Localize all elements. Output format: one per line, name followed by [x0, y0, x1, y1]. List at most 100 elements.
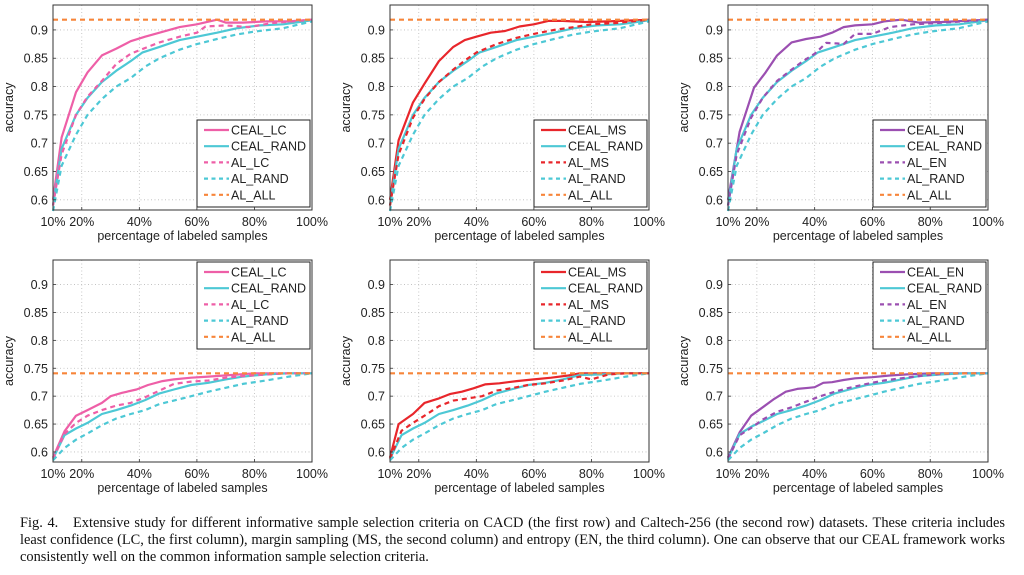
- y-tick-label: 0.7: [706, 390, 723, 404]
- y-tick-label: 0.65: [361, 418, 385, 432]
- legend-label: AL_RAND: [231, 314, 289, 328]
- y-tick-label: 0.65: [24, 418, 48, 432]
- legend-label: AL_ALL: [907, 330, 952, 344]
- legend: CEAL_LC CEAL_RAND AL_LC AL_RAND AL_ALL: [196, 119, 311, 208]
- x-tick-label: 10%: [40, 467, 65, 481]
- legend-label: AL_RAND: [907, 314, 965, 328]
- series-line-al-en: [727, 372, 988, 460]
- x-axis-label: percentage of labeled samples: [434, 229, 604, 243]
- legend-label: AL_ALL: [568, 330, 613, 344]
- y-tick-label: 0.85: [24, 52, 48, 66]
- x-axis-label: percentage of labeled samples: [773, 229, 943, 243]
- legend-box: [533, 261, 648, 350]
- y-tick-label: 0.65: [699, 165, 723, 179]
- y-tick-label: 0.6: [368, 445, 385, 459]
- figure-caption: Fig. 4. Extensive study for different in…: [20, 515, 1005, 566]
- x-axis-label: percentage of labeled samples: [773, 481, 943, 495]
- legend-box: [872, 261, 987, 350]
- y-tick-label: 0.9: [368, 23, 385, 37]
- legend-label: AL_MS: [568, 156, 609, 170]
- legend-label: AL_RAND: [568, 172, 626, 186]
- x-tick-label: 20%: [744, 215, 769, 229]
- y-tick-label: 0.9: [31, 23, 48, 37]
- y-tick-label: 0.85: [699, 52, 723, 66]
- legend-label: AL_ALL: [231, 188, 276, 202]
- y-tick-label: 0.85: [361, 306, 385, 320]
- legend-label: CEAL_RAND: [907, 282, 982, 296]
- legend-label: AL_LC: [231, 298, 269, 312]
- legend-label: AL_ALL: [231, 330, 276, 344]
- legend: CEAL_EN CEAL_RAND AL_EN AL_RAND AL_ALL: [872, 119, 987, 208]
- series-line-al-rand: [389, 372, 650, 462]
- x-tick-label: 100%: [633, 215, 665, 229]
- legend-label: CEAL_RAND: [231, 282, 306, 296]
- x-tick-label: 20%: [406, 215, 431, 229]
- x-tick-label: 40%: [802, 467, 827, 481]
- x-tick-label: 40%: [464, 215, 489, 229]
- figure-caption-text: Extensive study for different informativ…: [20, 515, 1005, 565]
- y-tick-label: 0.8: [31, 334, 48, 348]
- x-tick-label: 60%: [521, 215, 546, 229]
- series-line-al-ms: [388, 372, 649, 460]
- x-tick-label: 20%: [406, 467, 431, 481]
- y-tick-label: 0.65: [699, 418, 723, 432]
- y-tick-label: 0.65: [361, 165, 385, 179]
- x-axis-label: percentage of labeled samples: [434, 481, 604, 495]
- x-tick-label: 60%: [860, 215, 885, 229]
- x-axis-label: percentage of labeled samples: [97, 229, 267, 243]
- y-tick-label: 0.7: [368, 137, 385, 151]
- series-line-ceal-en: [726, 18, 989, 200]
- y-tick-label: 0.9: [706, 23, 723, 37]
- x-tick-label: 80%: [579, 215, 604, 229]
- legend-label: AL_RAND: [231, 172, 289, 186]
- series-line-al-rand: [727, 372, 989, 462]
- legend-box: [533, 119, 648, 208]
- legend-label: AL_LC: [231, 156, 269, 170]
- legend: CEAL_MS CEAL_RAND AL_MS AL_RAND AL_ALL: [533, 119, 648, 208]
- x-axis-label: percentage of labeled samples: [97, 481, 267, 495]
- chart-cacd-en: 10% 20% 40% 60% 80% 100% 0.6 0.65 0.7 0.75 0.8 0.85…: [677, 4, 1004, 243]
- x-tick-label: 10%: [715, 215, 740, 229]
- x-tick-label: 80%: [579, 467, 604, 481]
- plot-frame: [389, 259, 650, 463]
- legend-label: CEAL_MS: [568, 124, 626, 138]
- plot-frame: [727, 259, 989, 463]
- y-tick-label: 0.75: [699, 362, 723, 376]
- legend-label: AL_EN: [907, 156, 947, 170]
- series-line-al-lc: [52, 372, 312, 460]
- y-tick-label: 0.9: [368, 278, 385, 292]
- legend-label: CEAL_EN: [907, 266, 964, 280]
- y-axis-label: accuracy: [339, 82, 353, 133]
- plot-frame: [727, 4, 989, 211]
- x-tick-label: 80%: [918, 215, 943, 229]
- figure-label: Fig. 4.: [20, 515, 59, 531]
- y-tick-label: 0.7: [368, 390, 385, 404]
- x-tick-label: 80%: [242, 467, 267, 481]
- y-tick-label: 0.8: [368, 80, 385, 94]
- x-tick-label: 20%: [69, 467, 94, 481]
- legend-label: CEAL_LC: [231, 124, 287, 138]
- legend-label: CEAL_MS: [568, 266, 626, 280]
- y-axis-label: accuracy: [2, 335, 16, 386]
- x-tick-label: 40%: [127, 215, 152, 229]
- legend-label: AL_RAND: [568, 314, 626, 328]
- y-tick-label: 0.8: [706, 334, 723, 348]
- legend: CEAL_MS CEAL_RAND AL_MS AL_RAND AL_ALL: [533, 261, 648, 350]
- series-line-ceal-rand: [389, 372, 649, 460]
- x-tick-label: 10%: [715, 467, 740, 481]
- y-tick-label: 0.9: [31, 278, 48, 292]
- chart-cacd-ms: 10% 20% 40% 60% 80% 100% 0.6 0.65 0.7 0.75 0.8 0.85…: [339, 4, 665, 243]
- legend: CEAL_LC CEAL_RAND AL_LC AL_RAND AL_ALL: [196, 261, 311, 350]
- legend-label: AL_MS: [568, 298, 609, 312]
- y-tick-label: 0.75: [24, 362, 48, 376]
- series-line-ceal-en: [727, 372, 988, 458]
- y-tick-label: 0.8: [31, 80, 48, 94]
- y-tick-label: 0.75: [699, 108, 723, 122]
- x-tick-label: 10%: [377, 467, 402, 481]
- y-tick-label: 0.7: [31, 390, 48, 404]
- figure-svg: 10% 20% 40% 60% 80% 100% 0.6 0.65 0.7 0.75 0.8 0.85…: [2, 4, 1004, 495]
- y-axis-label: accuracy: [677, 82, 691, 133]
- series-line-al-rand: [388, 20, 650, 212]
- y-tick-label: 0.6: [31, 445, 48, 459]
- y-tick-label: 0.7: [706, 137, 723, 151]
